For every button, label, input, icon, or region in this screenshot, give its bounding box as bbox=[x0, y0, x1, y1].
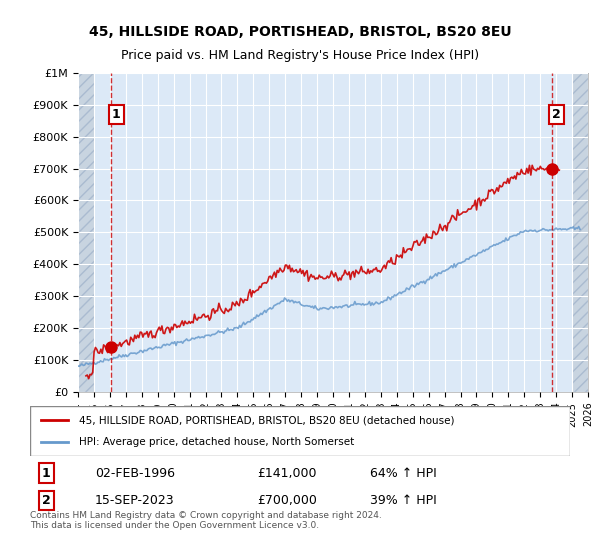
Text: £700,000: £700,000 bbox=[257, 494, 317, 507]
Text: £141,000: £141,000 bbox=[257, 466, 316, 479]
Text: 45, HILLSIDE ROAD, PORTISHEAD, BRISTOL, BS20 8EU (detached house): 45, HILLSIDE ROAD, PORTISHEAD, BRISTOL, … bbox=[79, 415, 454, 425]
Text: 64% ↑ HPI: 64% ↑ HPI bbox=[370, 466, 437, 479]
Text: 1: 1 bbox=[42, 466, 50, 479]
Text: Price paid vs. HM Land Registry's House Price Index (HPI): Price paid vs. HM Land Registry's House … bbox=[121, 49, 479, 62]
Text: Contains HM Land Registry data © Crown copyright and database right 2024.
This d: Contains HM Land Registry data © Crown c… bbox=[30, 511, 382, 530]
Bar bbox=[572, 73, 588, 392]
Bar bbox=[78, 73, 94, 392]
Text: 02-FEB-1996: 02-FEB-1996 bbox=[95, 466, 175, 479]
Text: HPI: Average price, detached house, North Somerset: HPI: Average price, detached house, Nort… bbox=[79, 437, 354, 447]
Text: 1: 1 bbox=[112, 108, 121, 121]
Text: 39% ↑ HPI: 39% ↑ HPI bbox=[370, 494, 437, 507]
Text: 45, HILLSIDE ROAD, PORTISHEAD, BRISTOL, BS20 8EU: 45, HILLSIDE ROAD, PORTISHEAD, BRISTOL, … bbox=[89, 25, 511, 39]
Text: 2: 2 bbox=[42, 494, 50, 507]
Text: 2: 2 bbox=[552, 108, 560, 121]
Text: 15-SEP-2023: 15-SEP-2023 bbox=[95, 494, 175, 507]
